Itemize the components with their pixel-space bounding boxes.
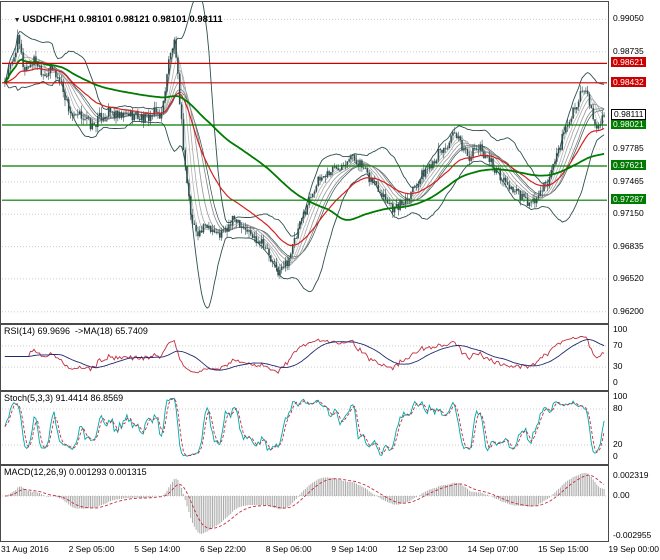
rsi-tick-label: 30 (613, 361, 623, 372)
x-axis-label: 12 Sep 23:00 (397, 544, 448, 554)
x-axis-label: 15 Sep 15:00 (537, 544, 589, 554)
x-axis-label: 8 Sep 06:00 (265, 544, 312, 554)
resistance-level-badge: 0.98621 (611, 57, 646, 68)
stoch-tick-label: 20 (613, 439, 623, 449)
macd-tick-label: -0.002955 (613, 530, 652, 540)
stoch-header: Stoch(5,3,3) 91.4414 86.8569 (4, 393, 124, 403)
stoch-tick-label: 100 (613, 391, 628, 401)
chart-arrow-icon: ▼ (13, 17, 21, 24)
x-axis-label: 5 Sep 14:00 (134, 544, 181, 554)
resistance-level-badge: 0.98432 (611, 76, 646, 87)
price-axis[interactable]: 0.99050 0.98735 0.97785 0.97465 0.97150 0.968… (611, 0, 660, 542)
price-tick-label: 0.97465 (613, 176, 644, 186)
stoch-panel[interactable] (0, 391, 609, 465)
x-axis-label: 9 Sep 14:00 (331, 544, 378, 554)
support-level-badge: 0.97287 (611, 194, 646, 205)
price-tick-label: 0.96200 (613, 305, 644, 316)
rsi-tick-label: 70 (613, 339, 623, 350)
price-tick-label: 0.97150 (613, 208, 644, 219)
price-tick-label: 0.96835 (613, 240, 644, 251)
chart-title: ▼ USDCHF,H1 0.98101 0.98121 0.98101 0.981… (3, 3, 223, 36)
chart-title-text: USDCHF,H1 0.98101 0.98121 0.98101 0.9811… (22, 14, 223, 25)
price-chart-panel[interactable] (0, 1, 609, 324)
x-axis-label: 6 Sep 22:00 (200, 544, 246, 554)
support-level-badge: 0.97621 (611, 160, 646, 170)
x-axis-label: 31 Aug 2016 (1, 544, 49, 554)
price-tick-label: 0.97785 (613, 143, 644, 154)
price-tick-label: 0.99050 (613, 13, 644, 24)
current-price-badge: 0.98111 (611, 108, 647, 120)
macd-header: MACD(12,26,9) 0.001293 0.001315 (4, 467, 147, 477)
x-axis-label: 2 Sep 05:00 (68, 544, 115, 554)
rsi-tick-label: 0 (613, 377, 618, 387)
x-axis-label: 14 Sep 07:00 (467, 544, 519, 554)
support-level-badge: 0.98021 (611, 119, 646, 129)
x-axis-label: 19 Sep 00:00 (608, 544, 659, 554)
price-tick-label: 0.98735 (613, 45, 644, 56)
macd-tick-label: 0.002319 (613, 470, 649, 480)
rsi-panel[interactable] (0, 324, 609, 391)
rsi-tick-label: 100 (613, 324, 628, 334)
stoch-tick-label: 0 (613, 451, 618, 461)
macd-tick-label: 0.00 (613, 490, 630, 500)
stoch-tick-label: 80 (613, 403, 623, 413)
rsi-header: RSI(14) 69.9696 ->MA(18) 65.7409 (4, 326, 148, 336)
price-tick-label: 0.96520 (613, 272, 644, 283)
time-axis[interactable]: 31 Aug 2016 2 Sep 05:00 5 Sep 14:00 6 Sep 2… (1, 544, 659, 554)
macd-panel[interactable] (0, 465, 609, 542)
